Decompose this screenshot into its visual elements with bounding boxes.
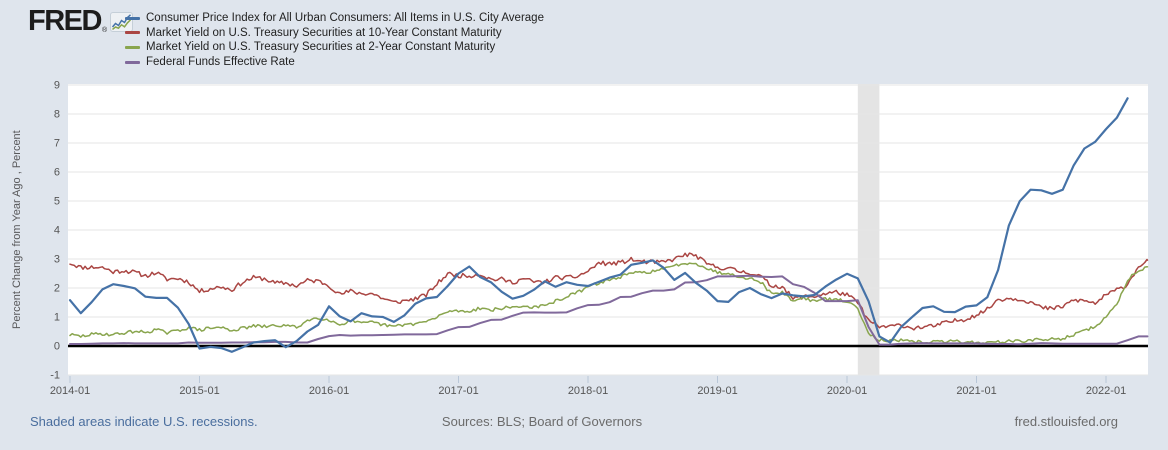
svg-text:2015-01: 2015-01	[179, 385, 219, 397]
treasury-10yr-line	[69, 252, 1149, 331]
svg-text:4: 4	[54, 225, 60, 237]
svg-text:9: 9	[54, 80, 60, 92]
legend-label-fedfunds: Federal Funds Effective Rate	[146, 56, 295, 69]
registered-trademark: ®	[101, 27, 108, 34]
treasury-2yr-line	[69, 262, 1149, 345]
sources-text: Sources: BLS; Board of Governors	[441, 414, 643, 429]
svg-text:2018-01: 2018-01	[568, 385, 608, 397]
legend-label-cpi: Consumer Price Index for All Urban Consu…	[146, 12, 544, 25]
svg-text:1: 1	[54, 312, 60, 324]
recession-note-link[interactable]: Shaded areas indicate U.S. recessions.	[30, 414, 258, 429]
fred-logo-text: FRED	[28, 5, 102, 37]
x-axis-tick-labels: 2014-01 2015-01 2016-01 2017-01 2018-01 2019-…	[50, 376, 1126, 397]
svg-text:3: 3	[54, 254, 60, 266]
legend-label-10yr: Market Yield on U.S. Treasury Securities…	[146, 26, 502, 39]
svg-text:2: 2	[54, 283, 60, 295]
fred-site-link[interactable]: fred.stlouisfed.org	[1014, 414, 1118, 429]
legend-swatch-2yr	[125, 45, 140, 49]
legend-label-2yr: Market Yield on U.S. Treasury Securities…	[146, 41, 496, 54]
y-axis-title: Percent Change from Year Ago , Percent	[11, 130, 23, 329]
legend-item-10yr: Market Yield on U.S. Treasury Securities…	[125, 26, 544, 41]
legend-item-cpi: Consumer Price Index for All Urban Consu…	[125, 11, 544, 26]
legend-item-2yr: Market Yield on U.S. Treasury Securities…	[125, 40, 544, 55]
svg-text:2017-01: 2017-01	[438, 385, 478, 397]
cpi-line	[68, 97, 1129, 353]
svg-text:2020-01: 2020-01	[827, 385, 867, 397]
chart-legend: Consumer Price Index for All Urban Consu…	[125, 11, 544, 69]
svg-text:-1: -1	[50, 370, 60, 382]
svg-text:2021-01: 2021-01	[956, 385, 996, 397]
legend-swatch-cpi	[125, 16, 140, 20]
svg-text:2016-01: 2016-01	[309, 385, 349, 397]
svg-text:7: 7	[54, 138, 60, 150]
fed-funds-line	[69, 274, 1149, 346]
svg-text:8: 8	[54, 109, 60, 121]
svg-text:2019-01: 2019-01	[697, 385, 737, 397]
svg-text:0: 0	[54, 341, 60, 353]
svg-text:2014-01: 2014-01	[50, 385, 90, 397]
legend-item-fedfunds: Federal Funds Effective Rate	[125, 55, 544, 70]
legend-swatch-fedfunds	[125, 60, 140, 64]
y-axis-tick-labels: -1 0 1 2 3 4 5 6 7 8 9	[50, 80, 60, 382]
svg-text:6: 6	[54, 167, 60, 179]
svg-text:2022-01: 2022-01	[1086, 385, 1126, 397]
gridlines	[68, 84, 1148, 376]
svg-text:5: 5	[54, 196, 60, 208]
chart-header: FRED ® Consumer Price Index for All Urba…	[0, 0, 1168, 78]
fred-logo[interactable]: FRED ®	[28, 5, 134, 37]
legend-swatch-10yr	[125, 31, 140, 35]
